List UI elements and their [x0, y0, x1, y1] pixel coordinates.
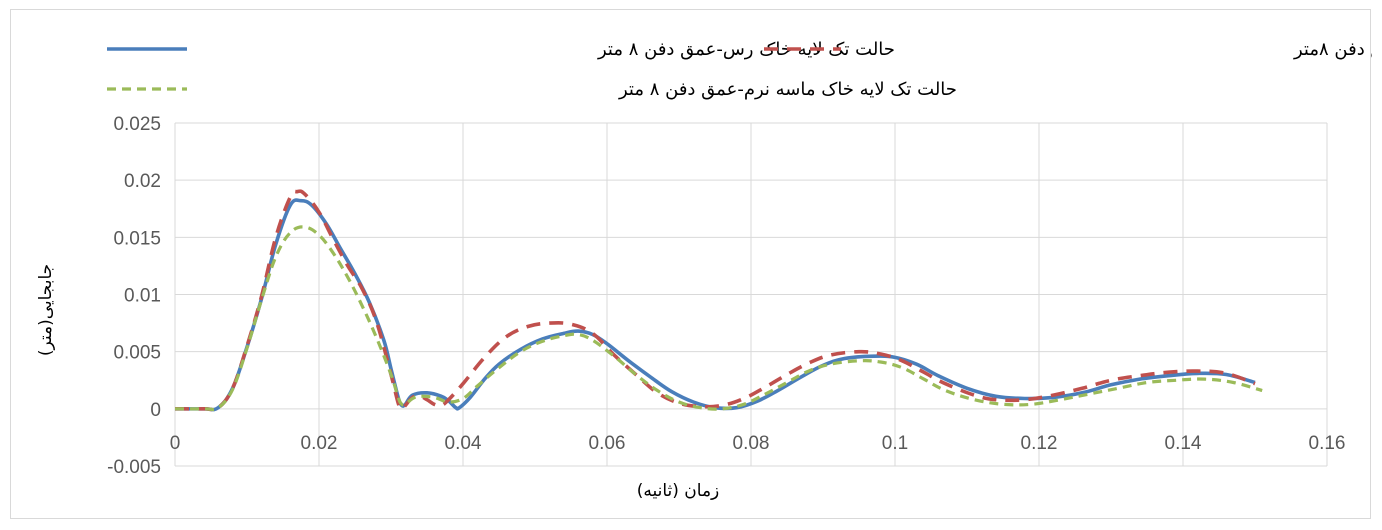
y-tick-label: 0.01 [124, 286, 161, 307]
x-tick-label: 0.06 [589, 433, 626, 454]
y-tick-label: 0.02 [124, 171, 161, 192]
x-tick-label: 0.1 [882, 433, 908, 454]
x-tick-label: 0.16 [1309, 433, 1346, 454]
y-tick-label: 0.015 [113, 228, 161, 249]
y-tick-label: 0.025 [113, 114, 161, 135]
x-axis-title: زمان (ثانیه) [637, 481, 720, 501]
series-line-3 [174, 225, 1263, 412]
legend-item-2: حالت تک لایه خاک ماسه سخت-عمق دفن ۸متر [764, 39, 1372, 60]
y-axis-title: جابجایی(متر) [36, 264, 56, 356]
x-tick-label: 0.08 [733, 433, 770, 454]
legend-label: حالت تک لایه خاک ماسه نرم-عمق دفن ۸ متر [618, 79, 957, 100]
y-tick-label: 0.005 [113, 343, 161, 364]
tick-labels: 0 0.02 0.04 0.06 0.08 0.1 0.12 0.14 0.16 0.025 0.0… [107, 114, 1345, 478]
x-tick-label: 0.04 [445, 433, 482, 454]
x-tick-label: 0.02 [301, 433, 338, 454]
legend-label: حالت تک لایه خاک ماسه سخت-عمق دفن ۸متر [1293, 39, 1372, 60]
legend-item-3: حالت تک لایه خاک ماسه نرم-عمق دفن ۸ متر [107, 79, 957, 100]
line-chart: 0 0.02 0.04 0.06 0.08 0.1 0.12 0.14 0.16 0.025 0.0… [36, 39, 1372, 501]
legend-label: حالت تک لایه خاک رس-عمق دفن ۸ متر [597, 39, 895, 60]
x-tick-label: 0 [170, 433, 181, 454]
x-tick-label: 0.14 [1165, 433, 1202, 454]
legend: حالت تک لایه خاک رس-عمق دفن ۸ متر حالت تک… [107, 39, 1372, 100]
y-tick-label: -0.005 [107, 457, 161, 478]
y-tick-label: 0 [150, 400, 161, 421]
legend-item-1: حالت تک لایه خاک رس-عمق دفن ۸ متر [107, 39, 895, 60]
chart-frame: 0 0.02 0.04 0.06 0.08 0.1 0.12 0.14 0.16 0.025 0.0… [10, 9, 1372, 519]
series-line-2 [174, 189, 1256, 412]
series-lines [174, 189, 1263, 412]
gridlines [174, 122, 1328, 467]
series-line-1 [174, 198, 1256, 412]
x-tick-label: 0.12 [1021, 433, 1058, 454]
